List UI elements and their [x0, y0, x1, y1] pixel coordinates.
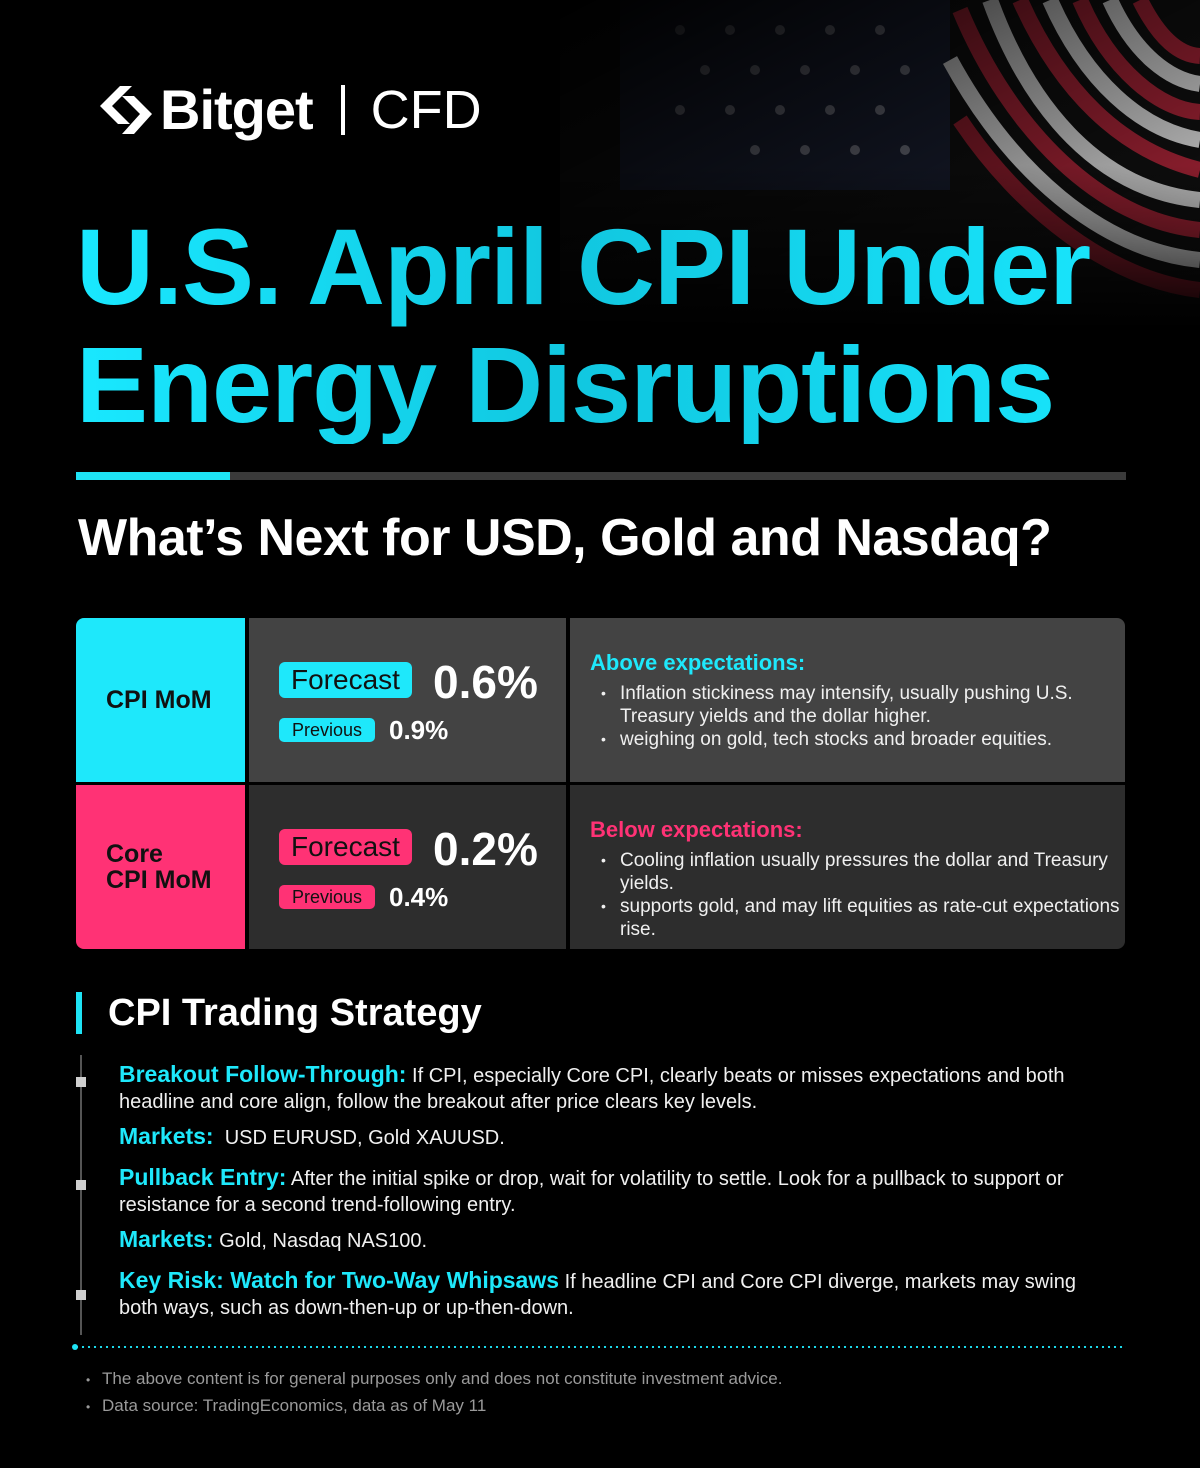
table-row-core-cpi-mom: Core CPI MoM Forecast 0.2% Previous 0.4% …: [76, 785, 1125, 949]
timeline-node: [76, 1077, 86, 1087]
scenario-points: Inflation stickiness may intensify, usua…: [590, 682, 1125, 751]
timeline-node: [76, 1290, 86, 1300]
row-label-line-1: Core: [106, 840, 163, 868]
markets-label: Markets:: [119, 1123, 214, 1149]
us-flag-decoration: [560, 0, 1200, 330]
strategy-title-accent: [76, 992, 82, 1034]
previous-badge: Previous: [279, 718, 375, 742]
forecast-badge: Forecast: [279, 829, 412, 865]
footer-divider: [74, 1346, 1126, 1348]
strategy-item-body: Pullback Entry: After the initial spike …: [119, 1164, 1119, 1218]
strategy-item-pullback: Pullback Entry: After the initial spike …: [119, 1164, 1119, 1254]
title-divider: [76, 472, 1126, 480]
timeline-node: [76, 1180, 86, 1190]
forecast-badge: Forecast: [279, 662, 412, 698]
previous-value: 0.9%: [389, 715, 449, 745]
strategy-item-head: Pullback Entry:: [119, 1164, 287, 1190]
strategy-item-markets: Markets: Gold, Nasdaq NAS100.: [119, 1226, 1119, 1254]
title-line-1: U.S. April CPI Under: [76, 206, 1091, 327]
scenario-title: Above expectations:: [590, 650, 806, 675]
page-subtitle: What’s Next for USD, Gold and Nasdaq?: [78, 509, 1052, 567]
strategy-item-markets: Markets: USD EURUSD, Gold XAUUSD.: [119, 1123, 1119, 1151]
strategy-timeline: [80, 1055, 82, 1335]
strategy-item-body: Key Risk: Watch for Two-Way Whipsaws If …: [119, 1267, 1119, 1321]
list-item: Cooling inflation usually pressures the …: [590, 849, 1125, 895]
brand-product: CFD: [370, 80, 482, 140]
strategy-item-text: After the initial spike or drop, wait fo…: [119, 1168, 1064, 1216]
forecast-value: 0.6%: [433, 656, 538, 708]
row-label: Core CPI MoM: [76, 785, 245, 949]
table-row-cpi-mom: CPI MoM Forecast 0.6% Previous 0.9% Abov…: [76, 618, 1125, 782]
markets-value: Gold, Nasdaq NAS100.: [213, 1230, 428, 1252]
disclaimer-item: • The above content is for general purpos…: [86, 1369, 783, 1388]
strategy-item-head: Breakout Follow-Through:: [119, 1061, 407, 1087]
row-scenario: Above expectations: Inflation stickiness…: [570, 618, 1125, 782]
title-divider-accent: [76, 472, 230, 480]
row-label-line-2: CPI MoM: [106, 866, 212, 894]
brand-divider: [340, 85, 345, 135]
row-label-text: CPI MoM: [106, 686, 212, 714]
row-label-text: Core CPI MoM: [106, 841, 212, 893]
footer-divider-dot: [72, 1344, 78, 1350]
page-title: U.S. April CPI Under Energy Disruptions: [76, 208, 1176, 444]
brand-logo: Bitget CFD: [98, 78, 482, 142]
forecast-value: 0.2%: [433, 823, 538, 875]
brand-name: Bitget: [160, 78, 314, 141]
previous-value: 0.4%: [389, 882, 449, 912]
bitget-logo-icon: [100, 86, 152, 134]
strategy-title: CPI Trading Strategy: [108, 992, 482, 1034]
disclaimer-text: Data source: TradingEconomics, data as o…: [102, 1396, 487, 1415]
strategy-item-text: If CPI, especially Core CPI, clearly bea…: [119, 1065, 1065, 1113]
list-item: weighing on gold, tech stocks and broade…: [590, 728, 1125, 751]
disclaimer-text: The above content is for general purpose…: [102, 1369, 783, 1388]
title-line-2: Energy Disruptions: [76, 324, 1055, 445]
row-scenario: Below expectations: Cooling inflation us…: [570, 785, 1125, 949]
row-values: Forecast 0.2% Previous 0.4%: [249, 785, 566, 949]
list-item: Inflation stickiness may intensify, usua…: [590, 682, 1125, 728]
markets-label: Markets:: [119, 1226, 214, 1252]
markets-value: USD EURUSD, Gold XAUUSD.: [213, 1127, 505, 1149]
previous-badge: Previous: [279, 885, 375, 909]
row-values: Forecast 0.6% Previous 0.9%: [249, 618, 566, 782]
list-item: supports gold, and may lift equities as …: [590, 895, 1125, 941]
strategy-item-key-risk: Key Risk: Watch for Two-Way Whipsaws If …: [119, 1267, 1119, 1321]
strategy-item-breakout: Breakout Follow-Through: If CPI, especia…: [119, 1061, 1119, 1151]
strategy-item-text: If headline CPI and Core CPI diverge, ma…: [119, 1271, 1076, 1319]
strategy-item-head: Key Risk: Watch for Two-Way Whipsaws: [119, 1267, 560, 1293]
scenario-points: Cooling inflation usually pressures the …: [590, 849, 1125, 941]
scenario-title: Below expectations:: [590, 817, 803, 842]
row-label: CPI MoM: [76, 618, 245, 782]
disclaimer-item: • Data source: TradingEconomics, data as …: [86, 1396, 487, 1415]
strategy-item-body: Breakout Follow-Through: If CPI, especia…: [119, 1061, 1119, 1115]
